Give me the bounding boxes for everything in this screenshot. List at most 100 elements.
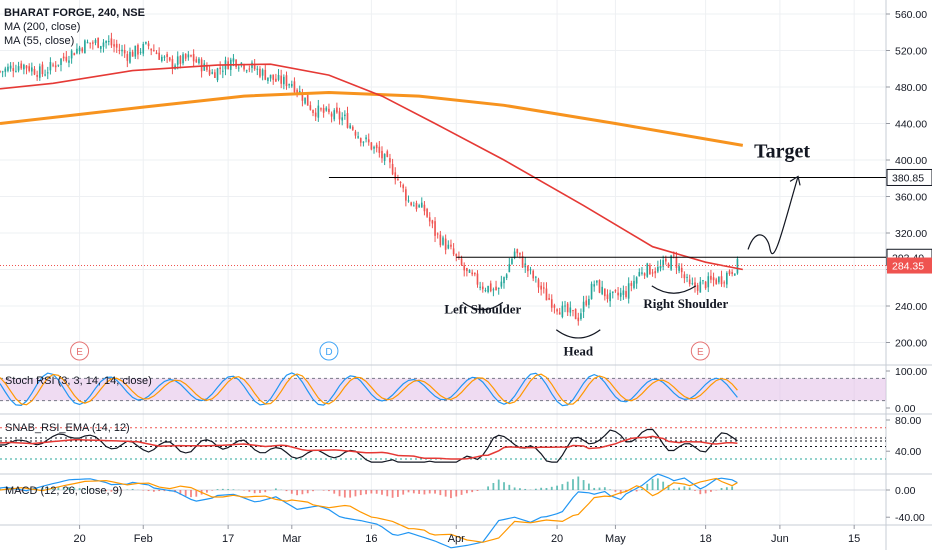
- macd-bar: [662, 481, 665, 490]
- candle-body: [460, 258, 463, 265]
- candle-body: [176, 56, 179, 65]
- candle-body: [492, 289, 495, 291]
- price-tick-label: 520.00: [895, 46, 927, 58]
- candle-body: [439, 234, 442, 246]
- macd-bar: [306, 490, 309, 494]
- candle-body: [715, 279, 718, 285]
- macd-bar: [465, 490, 468, 494]
- macd-bar: [253, 490, 256, 494]
- stoch-d-line: [0, 373, 738, 406]
- candle-body: [346, 113, 349, 128]
- candle-body: [123, 50, 126, 54]
- candle-body: [38, 66, 41, 78]
- candle-body: [444, 238, 447, 250]
- macd-bar: [720, 488, 723, 490]
- ma55-legend[interactable]: MA (55, close): [4, 35, 75, 47]
- candle-body: [168, 57, 171, 61]
- candle-body: [736, 258, 739, 274]
- macd-bar: [503, 482, 505, 490]
- candle-body: [389, 158, 391, 163]
- candle-body: [505, 274, 508, 278]
- macd-bar: [725, 487, 728, 490]
- macd-bar: [158, 490, 161, 492]
- pane-tick-label: 0.00: [895, 403, 916, 415]
- candle-body: [115, 43, 118, 48]
- event-marker-e-icon[interactable]: E: [690, 341, 710, 361]
- event-marker-d-icon[interactable]: D: [319, 341, 339, 361]
- candle-body: [222, 70, 224, 72]
- candle-body: [651, 272, 654, 274]
- macd-bar: [105, 490, 108, 492]
- macd-bar: [359, 490, 362, 496]
- price-tick-label: 400.00: [895, 155, 927, 167]
- price-tag-text: 284.35: [892, 261, 924, 273]
- candle-body: [672, 254, 675, 256]
- macd-bar: [412, 490, 415, 494]
- candle-body: [704, 281, 707, 289]
- candle-body: [619, 292, 622, 297]
- candle-body: [665, 258, 667, 262]
- macd-bar: [651, 478, 654, 490]
- candle-body: [561, 305, 564, 317]
- candle-body: [529, 269, 532, 271]
- candle-body: [420, 202, 423, 208]
- candle-body: [603, 288, 606, 297]
- candle-body: [633, 280, 635, 288]
- candle-body: [245, 70, 248, 72]
- macd-bar: [343, 490, 346, 498]
- candle-body: [46, 72, 49, 74]
- candle-body: [126, 54, 129, 61]
- candle-body: [195, 59, 198, 63]
- macd-bar: [731, 486, 734, 490]
- candle-body: [550, 299, 553, 308]
- macd-bar: [83, 488, 86, 490]
- ma55-line: [0, 63, 743, 271]
- candle-body: [423, 204, 426, 212]
- candle-body: [36, 75, 38, 77]
- event-marker-e-icon[interactable]: E: [70, 341, 90, 361]
- macd-bar: [354, 490, 357, 497]
- macd-bar: [365, 490, 367, 495]
- candle-body: [373, 146, 375, 149]
- macd-bar: [609, 489, 612, 490]
- candle-body: [290, 83, 293, 87]
- macd-bar: [423, 490, 426, 495]
- candle-body: [309, 105, 312, 110]
- candle-body: [107, 41, 110, 43]
- macd-bar: [492, 482, 495, 490]
- candle-body: [375, 144, 378, 149]
- candle-body: [15, 70, 17, 72]
- macd-bar: [349, 490, 352, 498]
- candle-body: [139, 51, 142, 53]
- candle-body: [582, 301, 585, 312]
- candle-body: [259, 68, 261, 77]
- symbol-title[interactable]: BHARAT FORGE, 240, NSE: [4, 7, 145, 19]
- macd-bar: [46, 487, 49, 490]
- candle-body: [611, 291, 614, 294]
- macd-bar: [450, 490, 452, 499]
- stoch-k-line: [0, 372, 738, 407]
- candle-body: [256, 68, 259, 70]
- macd-bar: [68, 487, 70, 490]
- candle-body: [731, 272, 733, 274]
- candle-body: [622, 290, 625, 295]
- candle-body: [643, 273, 646, 276]
- macd-bar: [381, 490, 383, 495]
- candle-body: [617, 292, 619, 296]
- price-tick-label: 560.00: [895, 9, 927, 21]
- macd-bar: [179, 490, 182, 495]
- candle-body: [354, 131, 357, 136]
- candle-body: [17, 66, 20, 71]
- candle-body: [68, 60, 70, 63]
- candle-body: [497, 287, 500, 290]
- candle-body: [54, 65, 57, 68]
- ma200-legend[interactable]: MA (200, close): [4, 21, 81, 33]
- candle-body: [330, 113, 333, 117]
- candle-body: [129, 51, 131, 63]
- macd-bar: [264, 490, 267, 493]
- candle-body: [62, 56, 65, 59]
- candle-body: [675, 256, 678, 269]
- candle-body: [707, 276, 710, 288]
